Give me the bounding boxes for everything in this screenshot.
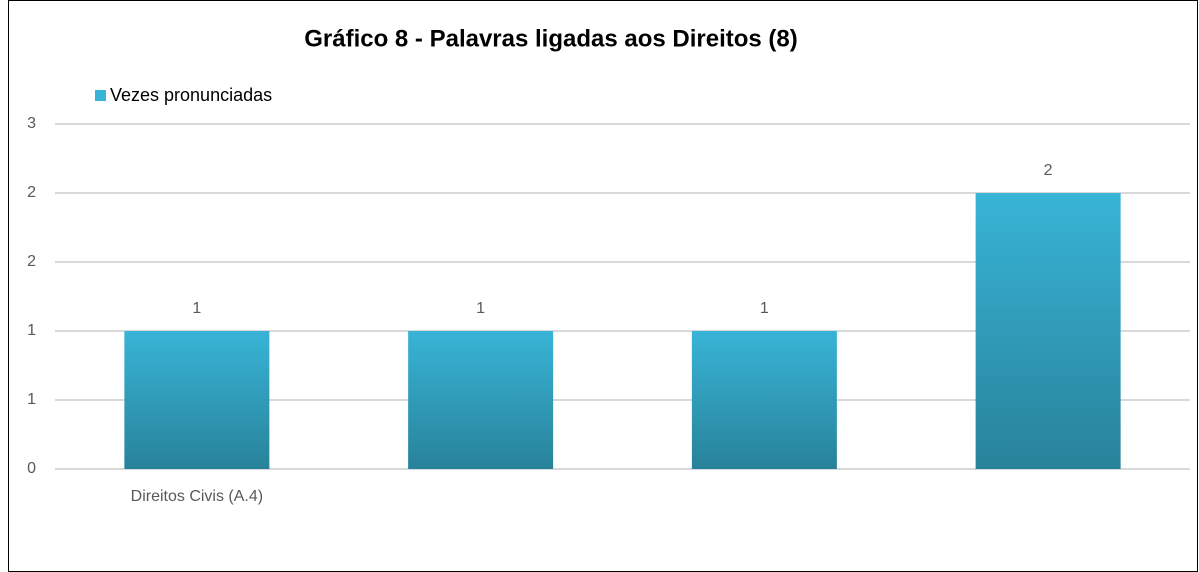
- bar: [124, 331, 270, 469]
- data-label: 2: [1044, 162, 1053, 179]
- y-tick-label: 1: [27, 322, 36, 339]
- y-tick-label: 2: [27, 184, 36, 201]
- chart-title: Gráfico 8 - Palavras ligadas aos Direito…: [304, 25, 798, 52]
- y-tick-label: 1: [27, 391, 36, 408]
- y-tick-label: 2: [27, 253, 36, 270]
- data-label: 1: [760, 300, 769, 317]
- data-label: 1: [192, 300, 201, 317]
- y-tick-label: 0: [27, 460, 36, 477]
- data-label: 1: [476, 300, 485, 317]
- bar: [408, 331, 554, 469]
- legend-label: Vezes pronunciadas: [110, 85, 272, 105]
- bar: [975, 193, 1121, 469]
- y-tick-label: 3: [27, 115, 36, 132]
- x-tick-label: Direitos Civis (A.4): [131, 488, 263, 505]
- legend-swatch: [95, 90, 106, 101]
- bar: [691, 331, 837, 469]
